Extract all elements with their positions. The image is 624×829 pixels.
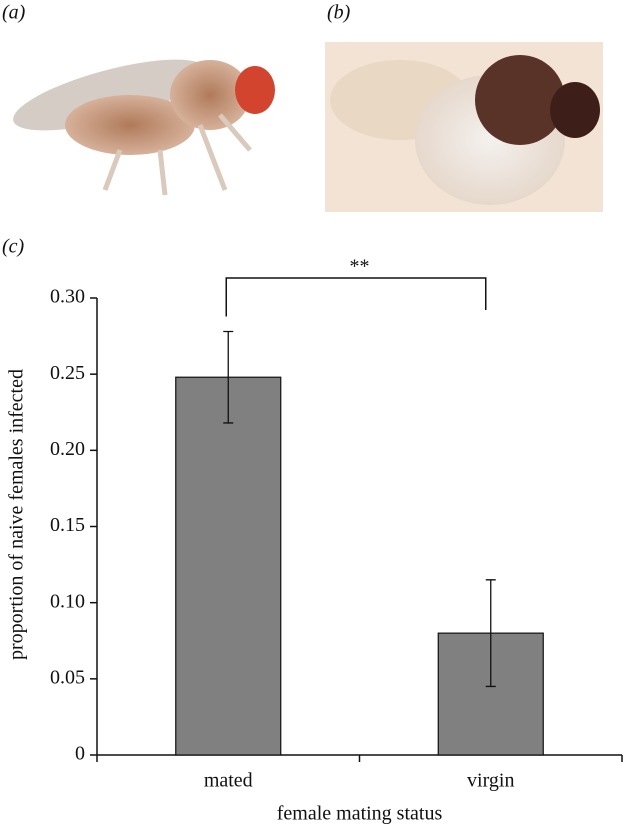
x-axis-label: female mating status [277,803,443,825]
y-tick-label: 0.05 [50,666,85,688]
y-tick-label: 0.15 [50,514,85,536]
y-tick-label: 0 [75,743,85,765]
x-tick-label: virgin [467,770,514,792]
y-tick-label: 0.20 [50,438,85,460]
y-tick-label: 0.30 [50,286,85,308]
y-tick-label: 0.10 [50,590,85,612]
error-bar [223,330,234,424]
x-tick-label: mated [204,770,253,792]
panel-label: (a) [2,2,26,24]
infected-fly-photo [325,42,603,212]
bar [175,376,282,756]
error-bar [485,579,496,688]
panel-label: (b) [327,2,351,24]
significance-label: ** [350,256,370,278]
y-axis-label: proportion of naive females infected [6,369,28,660]
fly-photo [13,59,275,196]
bar-chart: 0 0.05 0.10 0.15 0.20 0.25 0.30 mated virgin ** fe… [6,256,623,825]
panel-label: (c) [2,236,25,258]
y-tick-label: 0.25 [50,362,85,384]
significance-bracket [225,277,487,317]
